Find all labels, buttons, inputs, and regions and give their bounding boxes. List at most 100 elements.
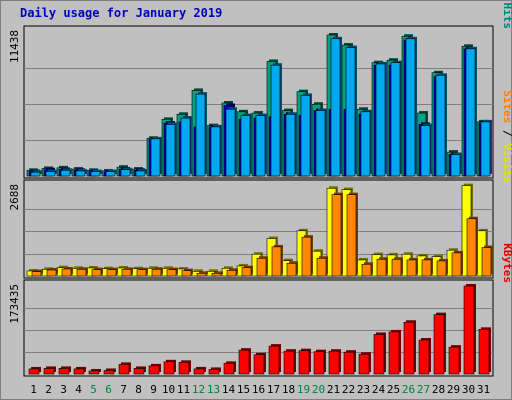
x-tick-label-9: 9 <box>150 383 157 396</box>
panel-bottom-kbytes-bar-11 <box>178 362 190 375</box>
chart-title: Daily usage for January 2019 <box>20 6 222 20</box>
panel-top-max-label: 11438 <box>8 30 21 63</box>
x-tick-label-1: 1 <box>30 383 37 396</box>
panel-middle-sites-bar-26 <box>406 259 417 277</box>
x-tick-label-3: 3 <box>60 383 67 396</box>
panel-middle-sites-bar-9 <box>151 269 162 277</box>
panel-top-pages-bar-24 <box>375 63 386 177</box>
panel-bottom-kbytes-bar-24 <box>373 334 385 375</box>
x-tick-label-10: 10 <box>162 383 175 396</box>
panel-middle-sites-bar-24 <box>376 258 387 277</box>
panel-middle-sites-bar-13 <box>211 273 222 277</box>
x-tick-label-16: 16 <box>252 383 265 396</box>
x-tick-label-19: 19 <box>297 383 310 396</box>
panel-bottom-kbytes-bar-12 <box>193 368 205 375</box>
panel-top-pages-bar-12 <box>195 93 206 177</box>
panel-middle-sites-bar-29 <box>451 252 462 277</box>
x-tick-label-13: 13 <box>207 383 220 396</box>
panel-top-pages-bar-1 <box>30 171 41 177</box>
panel-top-pages-bar-18 <box>285 114 296 177</box>
panel-bottom-kbytes-bar-4 <box>73 368 85 375</box>
panel-top-pages-bar-23 <box>360 111 371 177</box>
x-tick-label-30: 30 <box>462 383 475 396</box>
legend-sites: Sites <box>501 90 512 123</box>
panel-top-pages-bar-6 <box>105 171 116 177</box>
panel-top-pages-bar-25 <box>390 62 401 177</box>
panel-middle: 2688 Sites / Visits <box>8 90 512 279</box>
panel-middle-sites-bar-shadow-12 <box>199 271 208 274</box>
panel-bottom-kbytes-bar-3 <box>58 368 70 375</box>
panel-middle-sites-bar-22 <box>346 194 357 277</box>
x-tick-label-11: 11 <box>177 383 190 396</box>
x-tick-label-25: 25 <box>387 383 400 396</box>
panel-top-pages-bar-5 <box>90 171 101 177</box>
panel-bottom-kbytes-bar-17 <box>268 345 280 375</box>
x-tick-label-14: 14 <box>222 383 236 396</box>
panel-top-pages-bar-14 <box>225 108 236 177</box>
panel-bottom-kbytes-bar-23 <box>358 353 370 375</box>
panel-bottom-kbytes-bar-7 <box>118 364 130 375</box>
panel-top-pages-bar-8 <box>135 170 146 177</box>
x-tick-label-21: 21 <box>327 383 340 396</box>
panel-top-pages-bar-20 <box>315 110 326 177</box>
panel-top-pages-bar-11 <box>180 117 191 177</box>
panel-middle-sites-bar-8 <box>136 269 147 277</box>
x-tick-label-22: 22 <box>342 383 355 396</box>
panel-bottom-kbytes-bar-21 <box>328 350 340 375</box>
panel-top-pages-bar-22 <box>345 47 356 177</box>
panel-bottom-kbytes-bar-15 <box>238 349 250 375</box>
x-tick-label-12: 12 <box>192 383 205 396</box>
panel-middle-sites-bar-25 <box>391 258 402 277</box>
x-tick-label-5: 5 <box>90 383 97 396</box>
panel-middle-sites-bar-31 <box>481 247 492 277</box>
panel-bottom-kbytes-bar-30 <box>463 285 475 375</box>
panel-middle-sites-bar-16 <box>256 257 267 277</box>
panel-middle-legend: Sites / Visits <box>501 90 512 183</box>
panel-middle-sites-bar-20 <box>316 257 327 277</box>
x-tick-label-17: 17 <box>267 383 280 396</box>
panel-middle-sites-bar-2 <box>46 269 57 277</box>
panel-bottom-kbytes-bar-9 <box>148 365 160 375</box>
panel-middle-sites-bar-7 <box>121 269 132 277</box>
panel-bottom-kbytes-bar-27 <box>418 339 430 375</box>
panel-bottom-legend: KBytes <box>501 243 512 283</box>
x-tick-label-27: 27 <box>417 383 430 396</box>
panel-bottom-kbytes-bar-26 <box>403 321 415 375</box>
panel-top-pages-bar-28 <box>435 74 446 177</box>
x-tick-label-7: 7 <box>120 383 127 396</box>
panel-bottom-kbytes-bar-29 <box>448 346 460 375</box>
panel-top-pages-bar-15 <box>240 115 251 177</box>
panel-top-pages-bar-4 <box>75 170 86 177</box>
panel-top-pages-bar-26 <box>405 38 416 177</box>
x-tick-label-24: 24 <box>372 383 386 396</box>
x-tick-label-31: 31 <box>477 383 490 396</box>
panel-top-pages-bar-16 <box>255 115 266 177</box>
panel-bottom-kbytes-bar-1 <box>28 368 40 375</box>
panel-bottom-kbytes-bar-31 <box>478 329 490 375</box>
panel-bottom-kbytes-bar-20 <box>313 351 325 375</box>
panel-top-pages-bar-3 <box>60 170 71 177</box>
panel-middle-sites-bar-28 <box>436 260 447 277</box>
x-tick-label-29: 29 <box>447 383 460 396</box>
x-tick-label-23: 23 <box>357 383 370 396</box>
panel-bottom-kbytes-bar-6 <box>103 370 115 375</box>
x-tick-label-20: 20 <box>312 383 325 396</box>
panel-bottom-kbytes-bar-19 <box>298 350 310 375</box>
panel-middle-sites-bar-shadow-13 <box>214 271 223 274</box>
panel-middle-sites-bar-12 <box>196 273 207 277</box>
x-tick-label-28: 28 <box>432 383 445 396</box>
panel-top-legend: Pages / Files / Hits <box>501 0 512 29</box>
panel-middle-max-label: 2688 <box>8 184 21 211</box>
panel-middle-sites-bar-11 <box>181 270 192 277</box>
panel-top-pages-bar-30 <box>465 48 476 177</box>
panel-bottom-kbytes-bar-8 <box>133 368 145 375</box>
panel-top: 11438 Pages / Files / Hits <box>8 0 512 179</box>
x-tick-label-2: 2 <box>45 383 52 396</box>
panel-top-pages-bar-29 <box>450 154 461 177</box>
panel-middle-sites-bar-23 <box>361 263 372 277</box>
panel-middle-sites-bar-19 <box>301 236 312 277</box>
panel-top-pages-bar-17 <box>270 64 281 177</box>
panel-bottom-kbytes-bar-5 <box>88 370 100 375</box>
panel-middle-sites-bar-21 <box>331 194 342 277</box>
